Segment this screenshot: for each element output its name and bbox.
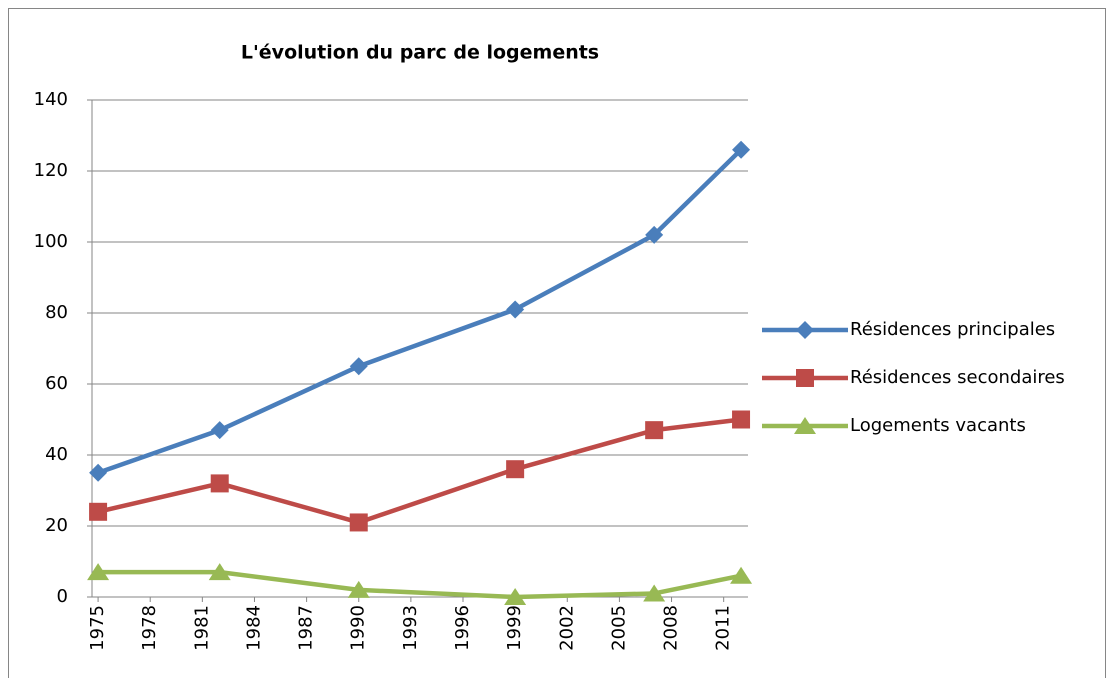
marker [208,563,231,581]
marker [506,300,525,319]
marker [89,502,108,521]
x-tick-label: 1987 [296,605,317,651]
y-tick-label: 80 [45,302,68,323]
y-tick-label: 0 [57,586,68,607]
marker [732,140,751,159]
series-line [97,148,743,475]
marker [794,417,816,434]
y-tick-label: 40 [45,444,68,465]
chart-border [8,8,1106,678]
x-tick-label: 1978 [139,605,160,651]
marker [349,513,368,532]
series-line [98,569,742,600]
marker [645,225,664,244]
series-line [97,417,742,525]
x-tick-label: 1975 [87,605,108,651]
marker [645,421,664,440]
x-tick-label: 2008 [661,605,682,651]
marker [210,474,229,493]
x-tick-label: 2002 [556,605,577,651]
x-tick-label: 1981 [191,605,212,651]
marker [796,369,814,387]
x-tick-label: 1996 [452,605,473,651]
y-tick-label: 140 [34,89,68,110]
x-tick-label: 1990 [348,605,369,651]
marker [87,563,110,581]
x-tick-label: 2011 [713,605,734,651]
legend-label: Résidences secondaires [850,367,1065,388]
y-tick-label: 20 [45,515,68,536]
marker [504,588,527,605]
marker [89,463,108,482]
y-tick-label: 60 [45,373,68,394]
marker [210,421,229,440]
y-tick-label: 100 [34,231,68,252]
marker [349,357,368,376]
marker [796,321,814,339]
marker [506,460,525,479]
y-tick-label: 120 [34,160,68,181]
x-tick-label: 2005 [608,605,629,651]
x-tick-label: 1984 [243,605,264,651]
x-tick-label: 1999 [504,605,525,651]
chart-title: L'évolution du parc de logements [241,42,599,64]
marker [732,410,751,429]
marker [730,566,753,584]
legend-label: Résidences principales [850,319,1055,340]
x-tick-label: 1993 [400,605,421,651]
marker [643,584,666,602]
legend-label: Logements vacants [850,415,1026,436]
marker [347,580,370,598]
